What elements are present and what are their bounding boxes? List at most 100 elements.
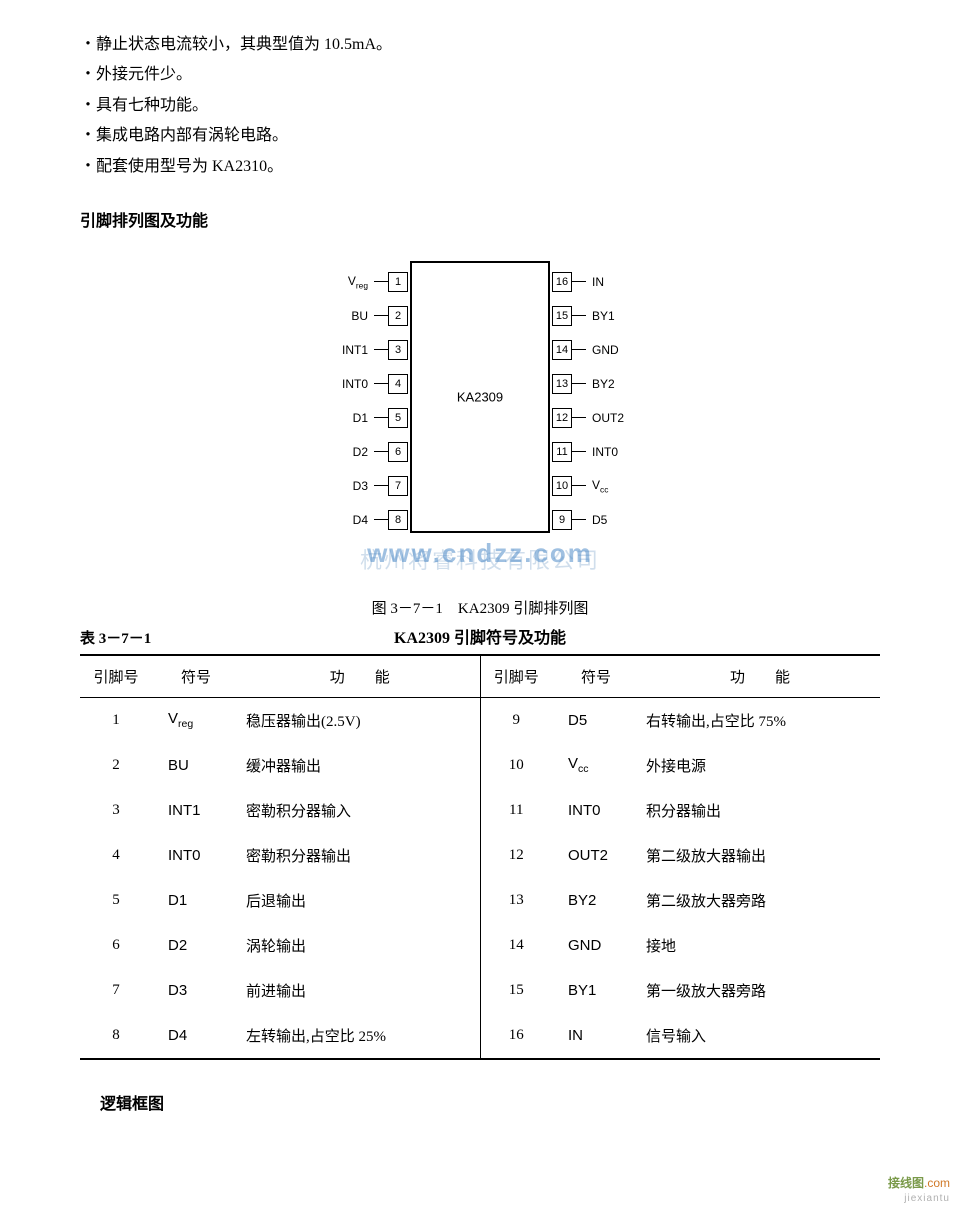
pin-number-box: 11 [552, 442, 572, 462]
pin-number-box: 10 [552, 476, 572, 496]
table-cell: BU [152, 743, 240, 788]
bullet-item: ・具有七种功能。 [80, 91, 880, 121]
table-header-cell: 引脚号 [80, 655, 152, 698]
section-heading-logic: 逻辑框图 [100, 1090, 880, 1114]
table-cell: 3 [80, 788, 152, 833]
pin-number-box: 1 [388, 272, 408, 292]
table-number-label: 表 3－7－1 [80, 627, 240, 648]
table-cell: D3 [152, 968, 240, 1013]
table-cell: 密勒积分器输入 [240, 788, 480, 833]
pin-number-box: 2 [388, 306, 408, 326]
pin-number-box: 13 [552, 374, 572, 394]
pin-number-box: 6 [388, 442, 408, 462]
table-cell: 外接电源 [640, 743, 880, 788]
table-cell: 左转输出,占空比 25% [240, 1013, 480, 1059]
pin-number-box: 3 [388, 340, 408, 360]
pin-label: D4 [347, 513, 374, 527]
table-cell: Vreg [152, 697, 240, 743]
pin-11: 11INT0 [552, 441, 624, 463]
pin-2: BU 2 [345, 305, 408, 327]
table-row: 1Vreg稳压器输出(2.5V)9D5右转输出,占空比 75% [80, 697, 880, 743]
table-header-cell: 功 能 [640, 655, 880, 698]
table-cell: 10 [480, 743, 552, 788]
table-row: 7D3前进输出15BY1第一级放大器旁路 [80, 968, 880, 1013]
table-row: 3INT1密勒积分器输入11INT0积分器输出 [80, 788, 880, 833]
pin-label: D3 [347, 479, 374, 493]
table-cell: D2 [152, 923, 240, 968]
chip-name-label: KA2309 [457, 389, 503, 404]
pin-lead [374, 451, 388, 452]
pin-3: INT1 3 [336, 339, 408, 361]
pin-label: D5 [586, 513, 613, 527]
table-row: 4INT0密勒积分器输出12OUT2第二级放大器输出 [80, 833, 880, 878]
pin-13: 13BY2 [552, 373, 621, 395]
table-cell: 12 [480, 833, 552, 878]
pin-number-box: 8 [388, 510, 408, 530]
pin-6: D2 6 [347, 441, 408, 463]
pin-5: D15 [347, 407, 408, 429]
pin-number-box: 15 [552, 306, 572, 326]
pin-15: 15BY1 [552, 305, 621, 327]
chip-pinout-diagram: KA2309 Vreg1 BU 2 INT1 3 INT0 4 D15 D2 6 D3 7 D4 8 16… [80, 261, 880, 533]
pin-label: INT1 [336, 343, 374, 357]
table-row: 6D2涡轮输出14GND接地 [80, 923, 880, 968]
figure-caption: 图 3－7－1 KA2309 引脚排列图 [80, 597, 880, 618]
table-cell: INT0 [552, 788, 640, 833]
table-cell: BY1 [552, 968, 640, 1013]
pin-label: IN [586, 275, 610, 289]
pin-lead [572, 349, 586, 350]
table-cell: OUT2 [552, 833, 640, 878]
table-row: 5D1后退输出13BY2第二级放大器旁路 [80, 878, 880, 923]
table-cell: INT1 [152, 788, 240, 833]
table-cell: 信号输入 [640, 1013, 880, 1059]
table-cell: IN [552, 1013, 640, 1059]
pin-lead [374, 281, 388, 282]
table-cell: BY2 [552, 878, 640, 923]
pin-label: BU [345, 309, 374, 323]
pin-number-box: 16 [552, 272, 572, 292]
table-cell: 右转输出,占空比 75% [640, 697, 880, 743]
table-cell: 14 [480, 923, 552, 968]
table-cell: 6 [80, 923, 152, 968]
pin-label: D2 [347, 445, 374, 459]
pin-lead [572, 383, 586, 384]
bullet-item: ・配套使用型号为 KA2310。 [80, 152, 880, 182]
pin-12: 12OUT2 [552, 407, 630, 429]
pin-1: Vreg1 [342, 271, 408, 293]
table-cell: 11 [480, 788, 552, 833]
table-cell: 第二级放大器旁路 [640, 878, 880, 923]
section-heading-pins: 引脚排列图及功能 [80, 207, 880, 231]
pin-number-box: 7 [388, 476, 408, 496]
pin-lead [374, 349, 388, 350]
table-cell: D4 [152, 1013, 240, 1059]
table-cell: 4 [80, 833, 152, 878]
pin-label: INT0 [336, 377, 374, 391]
pin-lead [572, 315, 586, 316]
pin-lead [374, 519, 388, 520]
pin-number-box: 9 [552, 510, 572, 530]
pin-9: 9 D5 [552, 509, 613, 531]
pin-number-box: 14 [552, 340, 572, 360]
table-cell: 16 [480, 1013, 552, 1059]
pin-14: 14 GND [552, 339, 625, 361]
table-cell: 7 [80, 968, 152, 1013]
pin-lead [572, 451, 586, 452]
pin-number-box: 12 [552, 408, 572, 428]
feature-bullet-list: ・静止状态电流较小，其典型值为 10.5mA。・外接元件少。・具有七种功能。・集… [80, 30, 880, 182]
bullet-item: ・集成电路内部有涡轮电路。 [80, 121, 880, 151]
table-cell: 第二级放大器输出 [640, 833, 880, 878]
table-header-cell: 符号 [552, 655, 640, 698]
table-cell: INT0 [152, 833, 240, 878]
table-row: 8D4左转输出,占空比 25%16IN信号输入 [80, 1013, 880, 1059]
pin-function-table: 引脚号符号功 能引脚号符号功 能 1Vreg稳压器输出(2.5V)9D5右转输出… [80, 654, 880, 1060]
table-title: KA2309 引脚符号及功能 [240, 624, 720, 648]
pin-label: Vcc [586, 478, 614, 494]
pin-10: 10 Vcc [552, 475, 614, 497]
table-header-cell: 功 能 [240, 655, 480, 698]
table-cell: 2 [80, 743, 152, 788]
table-cell: 缓冲器输出 [240, 743, 480, 788]
pin-number-box: 5 [388, 408, 408, 428]
table-cell: 第一级放大器旁路 [640, 968, 880, 1013]
pin-number-box: 4 [388, 374, 408, 394]
pin-label: GND [586, 343, 625, 357]
